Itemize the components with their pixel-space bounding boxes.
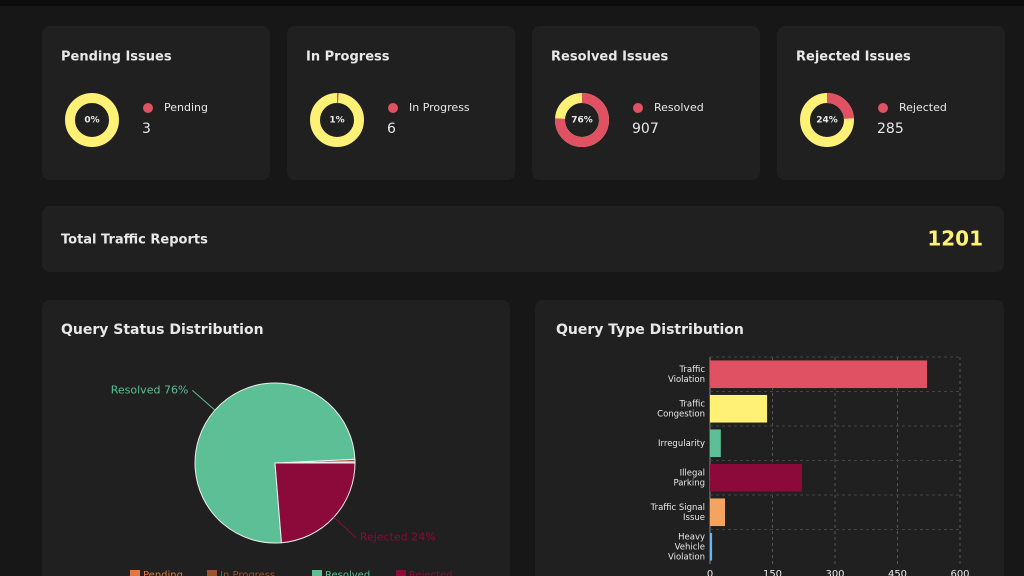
y-tick-label: Illegal [680,468,705,478]
legend-swatch [207,570,217,576]
legend-label: Rejected [409,570,453,576]
bar-panel [535,300,1004,576]
card-title: Resolved Issues [551,50,668,65]
bar [710,498,725,527]
legend-label: In Progress [409,101,470,114]
y-tick-label: Parking [673,478,705,488]
legend-label: In Progress [220,570,275,576]
legend-label: Resolved [654,101,704,114]
legend-swatch [396,570,406,576]
pie-leader [192,389,216,411]
pie-title: Query Status Distribution [61,322,264,338]
legend-dot [878,103,888,113]
y-tick-label: Traffic Signal [650,503,705,513]
y-tick-label: Congestion [657,409,705,419]
legend-label: Rejected [899,101,947,114]
top-bar [0,0,1024,6]
y-tick-label: Violation [668,552,705,562]
y-tick-label: Issue [683,513,705,523]
legend-dot [143,103,153,113]
donut-part [826,93,854,120]
y-tick-label: Heavy [678,532,705,542]
card-count: 6 [387,121,396,137]
x-tick-label: 0 [707,569,713,576]
y-tick-label: Irregularity [658,439,705,449]
bar [710,463,803,492]
total-value: 1201 [927,227,983,251]
total-card [42,206,1004,272]
pie-slice [274,462,356,544]
card-count: 3 [142,121,151,137]
x-tick-label: 600 [950,569,969,576]
x-tick-label: 450 [888,569,907,576]
pie-leader [333,516,357,538]
donut-part [555,93,609,147]
x-tick-label: 300 [825,569,844,576]
legend-dot [633,103,643,113]
card-count: 907 [632,121,659,137]
bar-title: Query Type Distribution [556,322,744,338]
donut-label: 0% [84,116,99,126]
pie-value-label: Rejected 24% [360,531,436,544]
donut-label: 24% [816,116,838,126]
donut-label: 76% [571,116,593,126]
x-tick-label: 150 [763,569,782,576]
bar [710,394,768,423]
card-title: Pending Issues [61,50,172,65]
legend-label: Pending [164,101,208,114]
y-tick-label: Vehicle [675,542,705,552]
legend-dot [388,103,398,113]
pie-value-label: Resolved 76% [111,383,189,396]
donut-rest [65,93,119,147]
card-title: In Progress [306,50,390,65]
card-title: Rejected Issues [796,50,911,65]
bar [710,532,713,561]
y-tick-label: Traffic [678,365,705,375]
bar [710,360,928,389]
donut-label: 1% [329,116,344,126]
card-count: 285 [877,121,904,137]
legend-label: Resolved [325,570,370,576]
y-tick-label: Violation [668,375,705,385]
legend-label: Pending [143,570,183,576]
bar [710,429,721,458]
legend-swatch [130,570,140,576]
total-title: Total Traffic Reports [61,233,208,248]
y-tick-label: Traffic [678,399,705,409]
legend-swatch [312,570,322,576]
